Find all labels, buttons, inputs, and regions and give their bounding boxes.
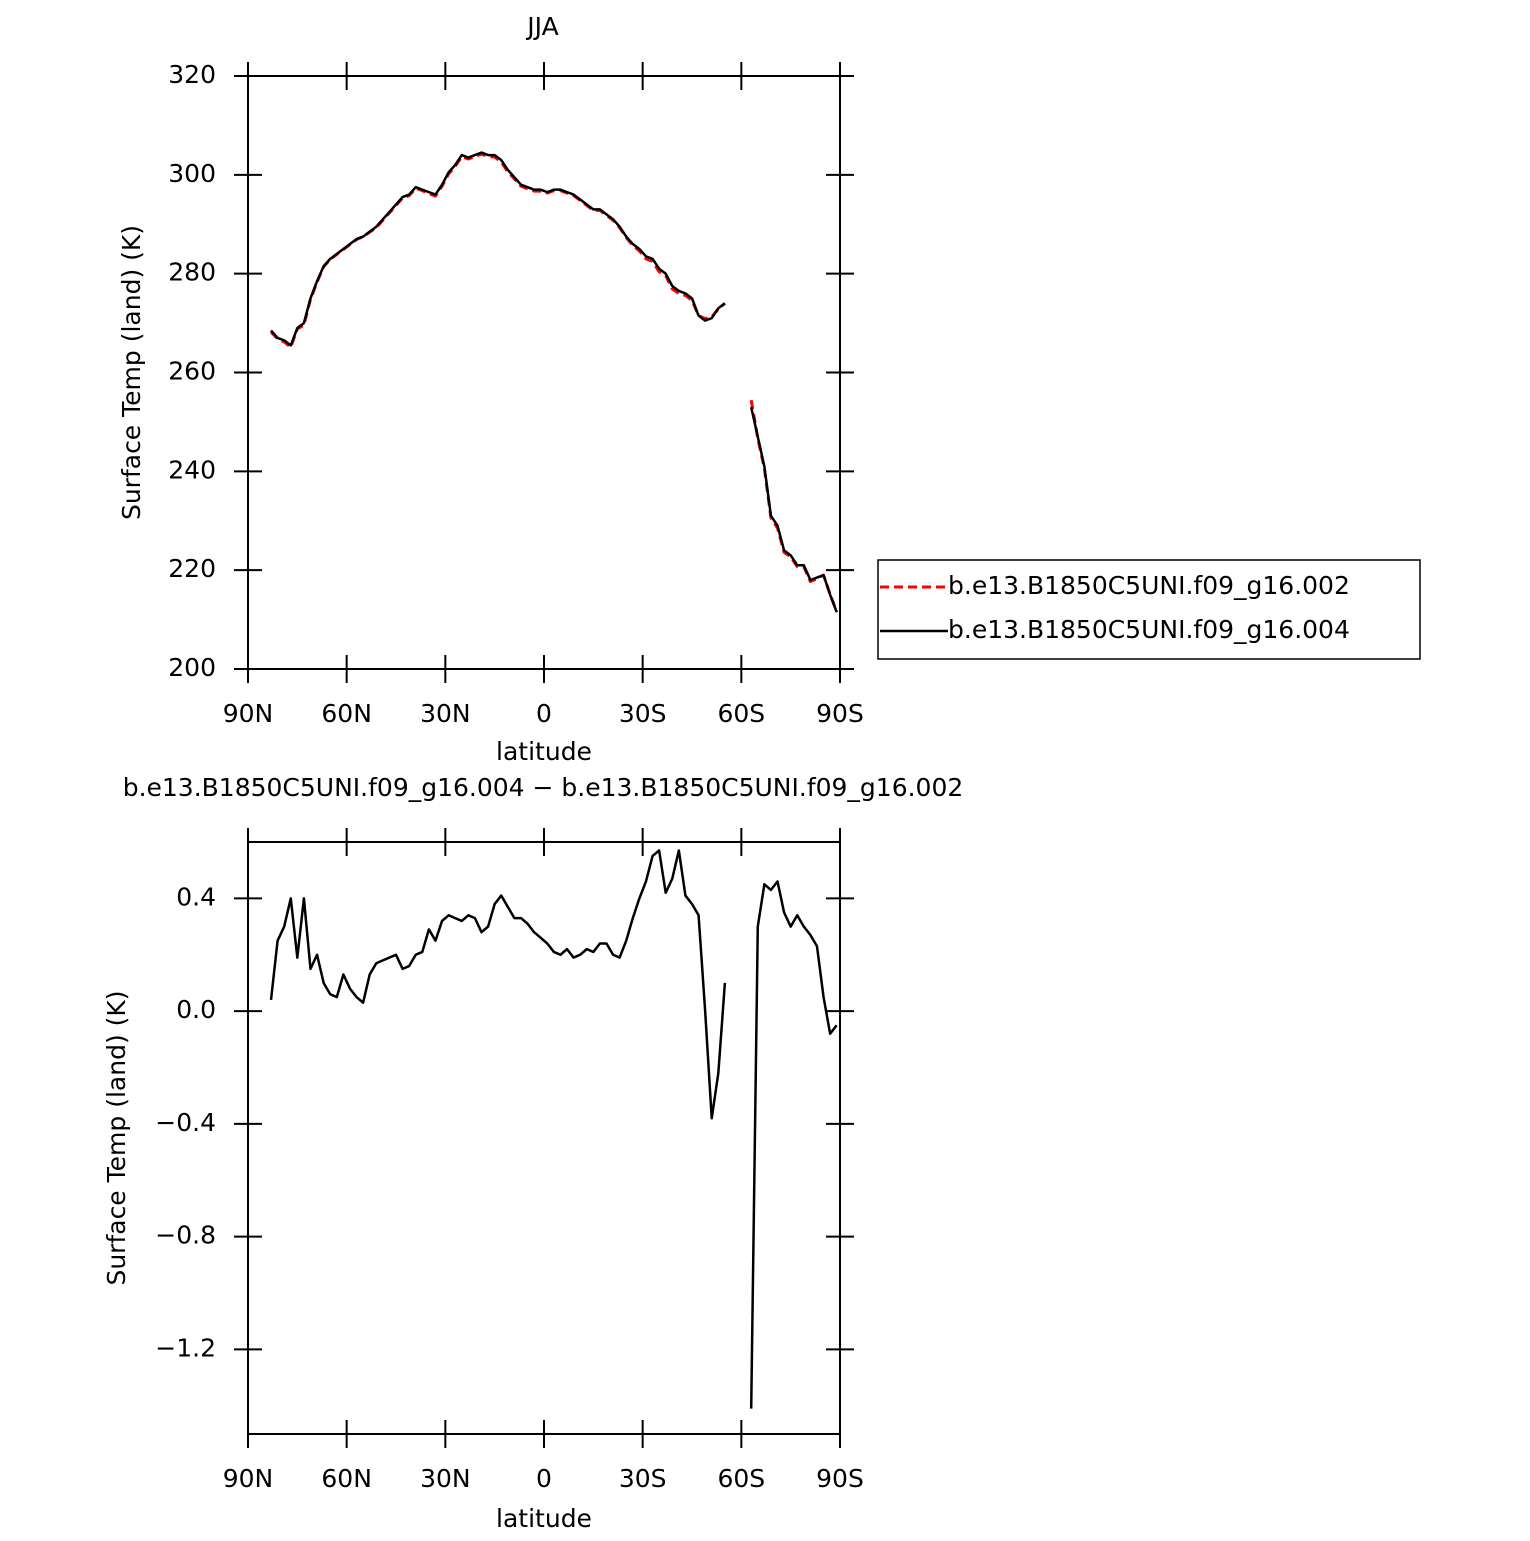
x-axis-label: latitude xyxy=(496,1504,592,1533)
y-axis-label: Surface Temp (land) (K) xyxy=(102,990,131,1285)
x-tick-label: 60N xyxy=(321,699,372,728)
legend-box xyxy=(877,559,1421,660)
x-tick-label: 0 xyxy=(536,699,552,728)
chart-title: b.e13.B1850C5UNI.f09_g16.004 − b.e13.B18… xyxy=(123,773,964,802)
plot-frame xyxy=(247,841,841,1435)
x-tick-label: 90N xyxy=(223,1464,274,1493)
y-axis-label: Surface Temp (land) (K) xyxy=(117,225,146,520)
y-tick-label: −0.4 xyxy=(155,1108,216,1137)
chart-title: JJA xyxy=(525,12,558,41)
y-tick-label: 0.4 xyxy=(176,882,216,911)
x-tick-label: 90S xyxy=(816,699,864,728)
x-tick-label: 90N xyxy=(223,699,274,728)
y-tick-label: 0.0 xyxy=(176,995,216,1024)
x-tick-label: 60S xyxy=(717,1464,765,1493)
x-axis-label: latitude xyxy=(496,737,592,766)
data-line xyxy=(270,151,726,347)
y-tick-label: 240 xyxy=(168,455,216,484)
data-line xyxy=(269,849,727,1120)
y-tick-label: 260 xyxy=(168,357,216,386)
y-tick-label: 200 xyxy=(168,653,216,682)
data-line xyxy=(749,406,838,613)
legend-label: b.e13.B1850C5UNI.f09_g16.002 xyxy=(948,571,1350,600)
y-tick-label: 300 xyxy=(168,159,216,188)
x-tick-label: 0 xyxy=(536,1464,552,1493)
x-tick-label: 30S xyxy=(619,699,667,728)
x-tick-label: 90S xyxy=(816,1464,864,1493)
y-tick-label: −1.2 xyxy=(155,1333,216,1362)
x-tick-label: 30S xyxy=(619,1464,667,1493)
y-tick-label: 220 xyxy=(168,554,216,583)
x-tick-label: 30N xyxy=(420,1464,471,1493)
y-tick-label: −0.8 xyxy=(155,1221,216,1250)
plot-frame xyxy=(247,75,841,670)
legend: b.e13.B1850C5UNI.f09_g16.002 b.e13.B1850C… xyxy=(877,559,1421,660)
x-tick-label: 60N xyxy=(321,1464,372,1493)
y-tick-label: 320 xyxy=(168,60,216,89)
x-tick-label: 60S xyxy=(717,699,765,728)
data-line xyxy=(749,880,838,1409)
legend-label: b.e13.B1850C5UNI.f09_g16.004 xyxy=(948,615,1350,644)
y-tick-label: 280 xyxy=(168,258,216,287)
x-tick-label: 30N xyxy=(420,699,471,728)
